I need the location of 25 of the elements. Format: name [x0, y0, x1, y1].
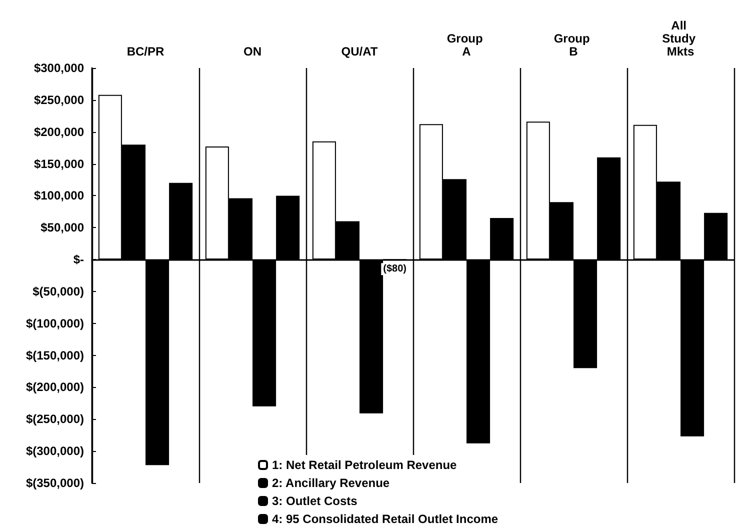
y-tick-label: $-: [73, 252, 84, 267]
legend-label: 1: Net Retail Petroleum Revenue: [272, 458, 458, 472]
y-tick-label: $(200,000): [26, 380, 84, 394]
y-tick-label: $100,000: [34, 188, 84, 203]
y-tick-label: $(100,000): [26, 316, 84, 330]
y-tick-label: $300,000: [34, 61, 84, 75]
x-tick-label: QU/AT: [341, 44, 378, 58]
y-tick-label: $(150,000): [26, 348, 84, 362]
y-tick-label: $(250,000): [26, 412, 84, 426]
y-tick-label: $250,000: [34, 92, 84, 107]
y-tick-label: $50,000: [40, 220, 84, 235]
x-tick-label: All Study Mkts: [662, 18, 699, 58]
legend-label: 4: 95 Consolidated Retail Outlet Income: [272, 512, 498, 526]
legend-label: 3: Outlet Costs: [272, 494, 358, 508]
y-tick-label: $(350,000): [26, 476, 84, 490]
x-tick-label: BC/PR: [126, 44, 164, 58]
legend-label: 2: Ancillary Revenue: [272, 476, 390, 490]
data-label: ($80): [383, 264, 406, 275]
y-tick-label: $200,000: [34, 124, 84, 139]
x-tick-label: Group B: [554, 32, 594, 58]
x-tick-label: Group A: [446, 32, 486, 58]
y-tick-label: $150,000: [34, 156, 84, 171]
y-tick-label: $(300,000): [26, 444, 84, 458]
x-tick-label: ON: [244, 44, 262, 58]
y-tick-label: $(50,000): [32, 284, 84, 298]
